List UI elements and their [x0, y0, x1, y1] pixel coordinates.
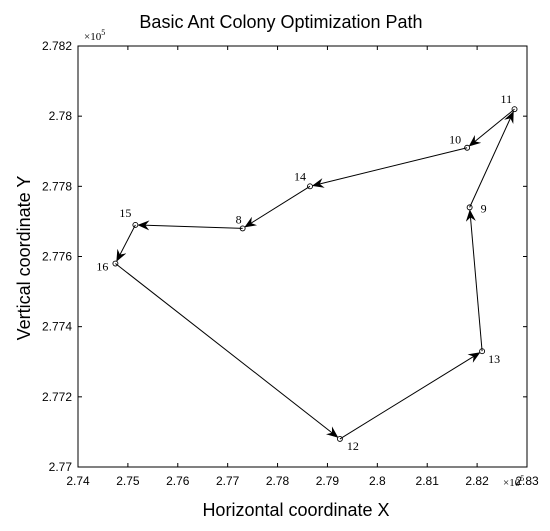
node-label-11: 11 [501, 92, 513, 106]
y-tick-label: 2.776 [42, 250, 72, 264]
node-label-8: 8 [236, 212, 242, 226]
x-tick-label: 2.83 [515, 474, 539, 488]
y-tick-label: 2.782 [42, 39, 72, 53]
y-tick-label: 2.774 [42, 320, 72, 334]
x-axis: 2.74 2.75 2.76 2.77 2.78 2.79 2.8 2.81 2.82 2.83 [66, 46, 539, 488]
node-labels: 16 12 13 9 11 10 14 8 15 [96, 92, 512, 453]
x-tick-label: 2.77 [216, 474, 240, 488]
path-edge-12-13 [339, 352, 481, 440]
node-marker-12 [336, 435, 343, 442]
y-tick-label: 2.778 [42, 179, 72, 193]
x-tick-label: 2.8 [369, 474, 386, 488]
node-marker-15 [132, 221, 139, 228]
node-marker-9 [466, 204, 473, 211]
path-edge-8-15 [137, 220, 243, 231]
node-label-15: 15 [119, 206, 131, 220]
node-marker-16 [112, 260, 119, 267]
x-tick-label: 2.75 [116, 474, 140, 488]
node-label-12: 12 [347, 439, 359, 453]
path-edge-9-11 [469, 110, 514, 208]
node-label-16: 16 [96, 260, 108, 274]
node-marker-11 [511, 106, 518, 113]
node-label-10: 10 [449, 133, 461, 147]
path-edge-15-16 [116, 224, 136, 262]
y-axis-label: Vertical coordinate Y [14, 176, 34, 341]
plot-area-frame [77, 45, 528, 468]
path-edge-14-8 [244, 185, 311, 228]
y-tick-label: 2.772 [42, 390, 72, 404]
x-tick-label: 2.74 [66, 474, 90, 488]
node-label-14: 14 [294, 169, 306, 183]
node-label-9: 9 [481, 201, 487, 215]
path-edge-11-10 [468, 108, 515, 147]
x-tick-label: 2.78 [266, 474, 290, 488]
x-exponent-label: ×105 [503, 474, 524, 489]
path-edges [115, 108, 515, 440]
path-edge-13-9 [465, 209, 483, 352]
node-marker-13 [479, 348, 486, 355]
y-tick-label: 2.78 [49, 109, 73, 123]
x-tick-label: 2.82 [465, 474, 489, 488]
y-axis: 2.77 2.772 2.774 2.776 2.778 2.78 2.782 [42, 39, 527, 474]
y-tick-label: 2.77 [49, 460, 73, 474]
x-axis-label: Horizontal coordinate X [202, 500, 389, 520]
chart-title: Basic Ant Colony Optimization Path [139, 12, 422, 32]
x-tick-label: 2.79 [316, 474, 340, 488]
node-label-13: 13 [488, 352, 500, 366]
node-marker-14 [307, 183, 313, 190]
y-exponent-label: ×105 [84, 28, 105, 43]
node-marker-10 [464, 144, 471, 151]
node-marker-8 [239, 225, 246, 232]
path-nodes [112, 106, 518, 442]
path-edge-10-14 [311, 147, 468, 188]
x-tick-label: 2.81 [416, 474, 440, 488]
x-tick-label: 2.76 [166, 474, 190, 488]
path-edge-16-12 [115, 263, 339, 438]
